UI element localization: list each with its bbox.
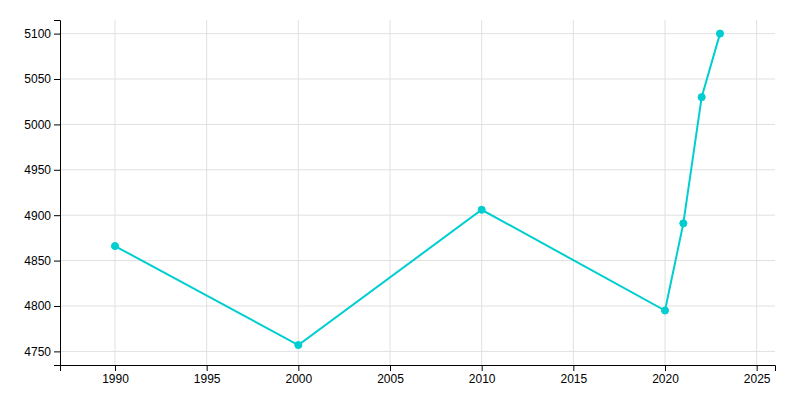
x-tick: 2015 — [560, 365, 587, 386]
y-tick-mark — [54, 306, 60, 307]
grid-line-x — [390, 20, 391, 365]
y-tick-mark — [54, 215, 60, 216]
y-tick: 4750 — [24, 345, 60, 359]
x-tick-label: 1995 — [194, 372, 221, 386]
grid-line-y — [60, 33, 775, 34]
x-tick-mark — [757, 365, 758, 371]
y-tick-label: 4950 — [24, 163, 51, 177]
x-tick-label: 2020 — [652, 372, 679, 386]
point — [698, 94, 705, 101]
y-tick-mark — [54, 170, 60, 171]
grid-line-x — [115, 20, 116, 365]
point — [716, 30, 723, 37]
y-tick: 5000 — [24, 118, 60, 132]
y-tick-label: 5050 — [24, 72, 51, 86]
y-tick-mark — [54, 351, 60, 352]
y-tick: 5100 — [24, 27, 60, 41]
y-tick-mark — [54, 79, 60, 80]
grid-line-x — [481, 20, 482, 365]
grid-line-y — [60, 260, 775, 261]
x-tick-label: 2025 — [744, 372, 771, 386]
chart: 1990 1995 2000 2005 2010 2015 2020 2025 4750 4800… — [0, 0, 800, 400]
line — [115, 34, 720, 345]
x-tick: 1995 — [194, 365, 221, 386]
plot: 1990 1995 2000 2005 2010 2015 2020 2025 4750 4800… — [24, 20, 775, 386]
x-tick-label: 2010 — [469, 372, 496, 386]
x-tick-label: 2015 — [560, 372, 587, 386]
grid-line-x — [756, 20, 757, 365]
y-tick-label: 4900 — [24, 209, 51, 223]
y-tick-mark — [54, 34, 60, 35]
y-tick-label: 4750 — [24, 345, 51, 359]
grid-line-y — [60, 169, 775, 170]
y-tick-label: 4800 — [24, 299, 51, 313]
y-tick-label: 5100 — [24, 27, 51, 41]
x-tick-mark — [665, 365, 666, 371]
grid-line-y — [60, 124, 775, 125]
grid-line-y — [60, 215, 775, 216]
x-tick: 1990 — [102, 365, 129, 386]
grid-line-y — [60, 79, 775, 80]
point — [295, 341, 302, 348]
x-tick-label: 2000 — [285, 372, 312, 386]
y-tick: 4900 — [24, 209, 60, 223]
x-tick: 2025 — [744, 365, 771, 386]
y-tick: 4950 — [24, 163, 60, 177]
y-axis: 4750 4800 4850 4900 4950 5000 5050 5100 — [24, 21, 60, 366]
x-tick-mark — [207, 365, 208, 371]
x-tick-label: 2005 — [377, 372, 404, 386]
grid-line-x — [298, 20, 299, 365]
y-tick: 4850 — [24, 254, 60, 268]
x-axis: 1990 1995 2000 2005 2010 2015 2020 2025 — [61, 365, 776, 386]
marks — [111, 30, 723, 349]
x-tick-mark — [115, 365, 116, 371]
x-axis-line — [61, 366, 776, 372]
x-tick-label: 1990 — [102, 372, 129, 386]
point — [661, 307, 668, 314]
x-tick: 2000 — [285, 365, 312, 386]
x-tick: 2020 — [652, 365, 679, 386]
y-tick-label: 4850 — [24, 254, 51, 268]
x-tick: 2010 — [469, 365, 496, 386]
x-tick: 2005 — [377, 365, 404, 386]
x-tick-mark — [390, 365, 391, 371]
point — [478, 206, 485, 213]
grid-line-x — [573, 20, 574, 365]
grid — [60, 20, 775, 365]
grid-line-x — [206, 20, 207, 365]
y-tick: 4800 — [24, 299, 60, 313]
y-tick: 5050 — [24, 72, 60, 86]
grid-line-y — [60, 351, 775, 352]
point — [111, 242, 118, 249]
y-tick-label: 5000 — [24, 118, 51, 132]
x-tick-mark — [298, 365, 299, 371]
x-tick-mark — [482, 365, 483, 371]
x-tick-mark — [573, 365, 574, 371]
y-axis-line — [54, 21, 61, 366]
y-tick-mark — [54, 261, 60, 262]
grid-line-y — [60, 305, 775, 306]
y-tick-mark — [54, 124, 60, 125]
point — [680, 220, 687, 227]
